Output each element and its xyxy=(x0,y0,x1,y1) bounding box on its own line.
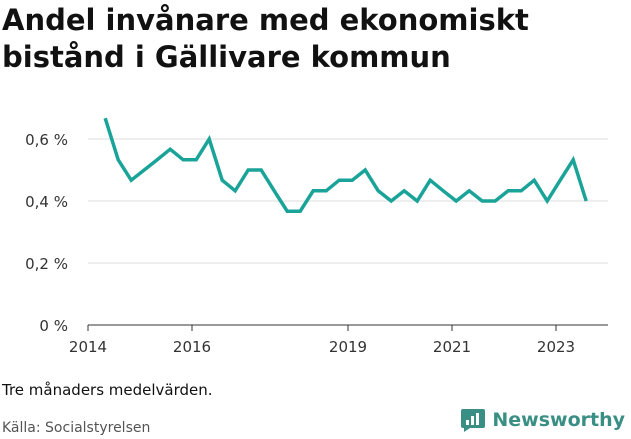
chart-title: Andel invånare med ekonomiskt bistånd i … xyxy=(2,3,529,74)
x-axis: 2014 2016 2019 2021 2023 xyxy=(69,324,608,356)
y-tick-label: 0 % xyxy=(39,317,68,335)
brand[interactable]: Newsworthy xyxy=(460,407,625,433)
x-tick-label: 2023 xyxy=(537,338,575,356)
y-axis-ticks: 0 % 0,2 % 0,4 % 0,6 % xyxy=(25,131,68,335)
chart-note: Tre månaders medelvärden. xyxy=(2,381,213,399)
brand-name: Newsworthy xyxy=(492,409,625,431)
series-line xyxy=(103,117,588,213)
source-label: Källa: Socialstyrelsen xyxy=(2,420,151,436)
y-tick-label: 0,6 % xyxy=(25,131,68,149)
x-tick-label: 2021 xyxy=(433,338,471,356)
newsworthy-logo-icon xyxy=(461,409,486,432)
series-group xyxy=(103,117,588,213)
x-tick-label: 2016 xyxy=(173,338,211,356)
grid-lines xyxy=(88,138,608,264)
y-tick-label: 0,2 % xyxy=(25,255,68,273)
y-tick-label: 0,4 % xyxy=(25,193,68,211)
x-tick-label: 2014 xyxy=(69,338,107,356)
x-tick-label: 2019 xyxy=(329,338,367,356)
